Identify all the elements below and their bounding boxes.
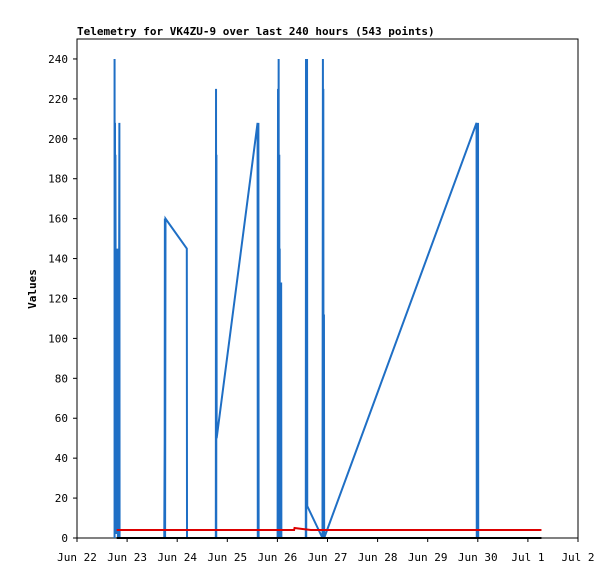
y-tick-label: 240: [48, 53, 68, 66]
y-tick-label: 100: [48, 332, 68, 345]
x-tick-label: Jun 30: [458, 551, 498, 564]
y-tick-label: 20: [55, 492, 68, 505]
chart-title: Telemetry for VK4ZU-9 over last 240 hour…: [77, 25, 435, 38]
x-tick-label: Jul 2: [561, 551, 594, 564]
x-axis-ticks: Jun 22 Jun 23 Jun 24 Jun 25 Jun 26 Jun 27 Jun …: [57, 538, 595, 564]
plot-frame: [76, 38, 579, 539]
y-tick-label: 140: [48, 253, 68, 266]
x-tick-label: Jun 27: [308, 551, 348, 564]
x-tick-label: Jun 24: [157, 551, 197, 564]
series-layer: [113, 58, 542, 539]
y-tick-label: 200: [48, 133, 68, 146]
y-tick-label: 120: [48, 292, 68, 305]
y-tick-label: 40: [55, 452, 68, 465]
x-tick-label: Jun 28: [358, 551, 398, 564]
series-line-1: [113, 58, 480, 539]
y-tick-label: 220: [48, 93, 68, 106]
y-tick-label: 0: [61, 532, 68, 545]
x-tick-label: Jun 29: [408, 551, 448, 564]
x-tick-label: Jun 23: [107, 551, 147, 564]
series-line-2: [116, 526, 542, 532]
y-tick-label: 80: [55, 372, 68, 385]
x-tick-label: Jun 26: [258, 551, 298, 564]
x-tick-label: Jun 25: [207, 551, 247, 564]
y-tick-label: 160: [48, 213, 68, 226]
x-tick-label: Jun 22: [57, 551, 97, 564]
y-tick-label: 180: [48, 173, 68, 186]
x-tick-label: Jul 1: [511, 551, 544, 564]
y-axis-ticks: 0 20 40 60 80 100 120 140 160 180 200 220 240: [48, 53, 77, 545]
y-axis-label: Values: [26, 269, 39, 309]
y-tick-label: 60: [55, 412, 68, 425]
